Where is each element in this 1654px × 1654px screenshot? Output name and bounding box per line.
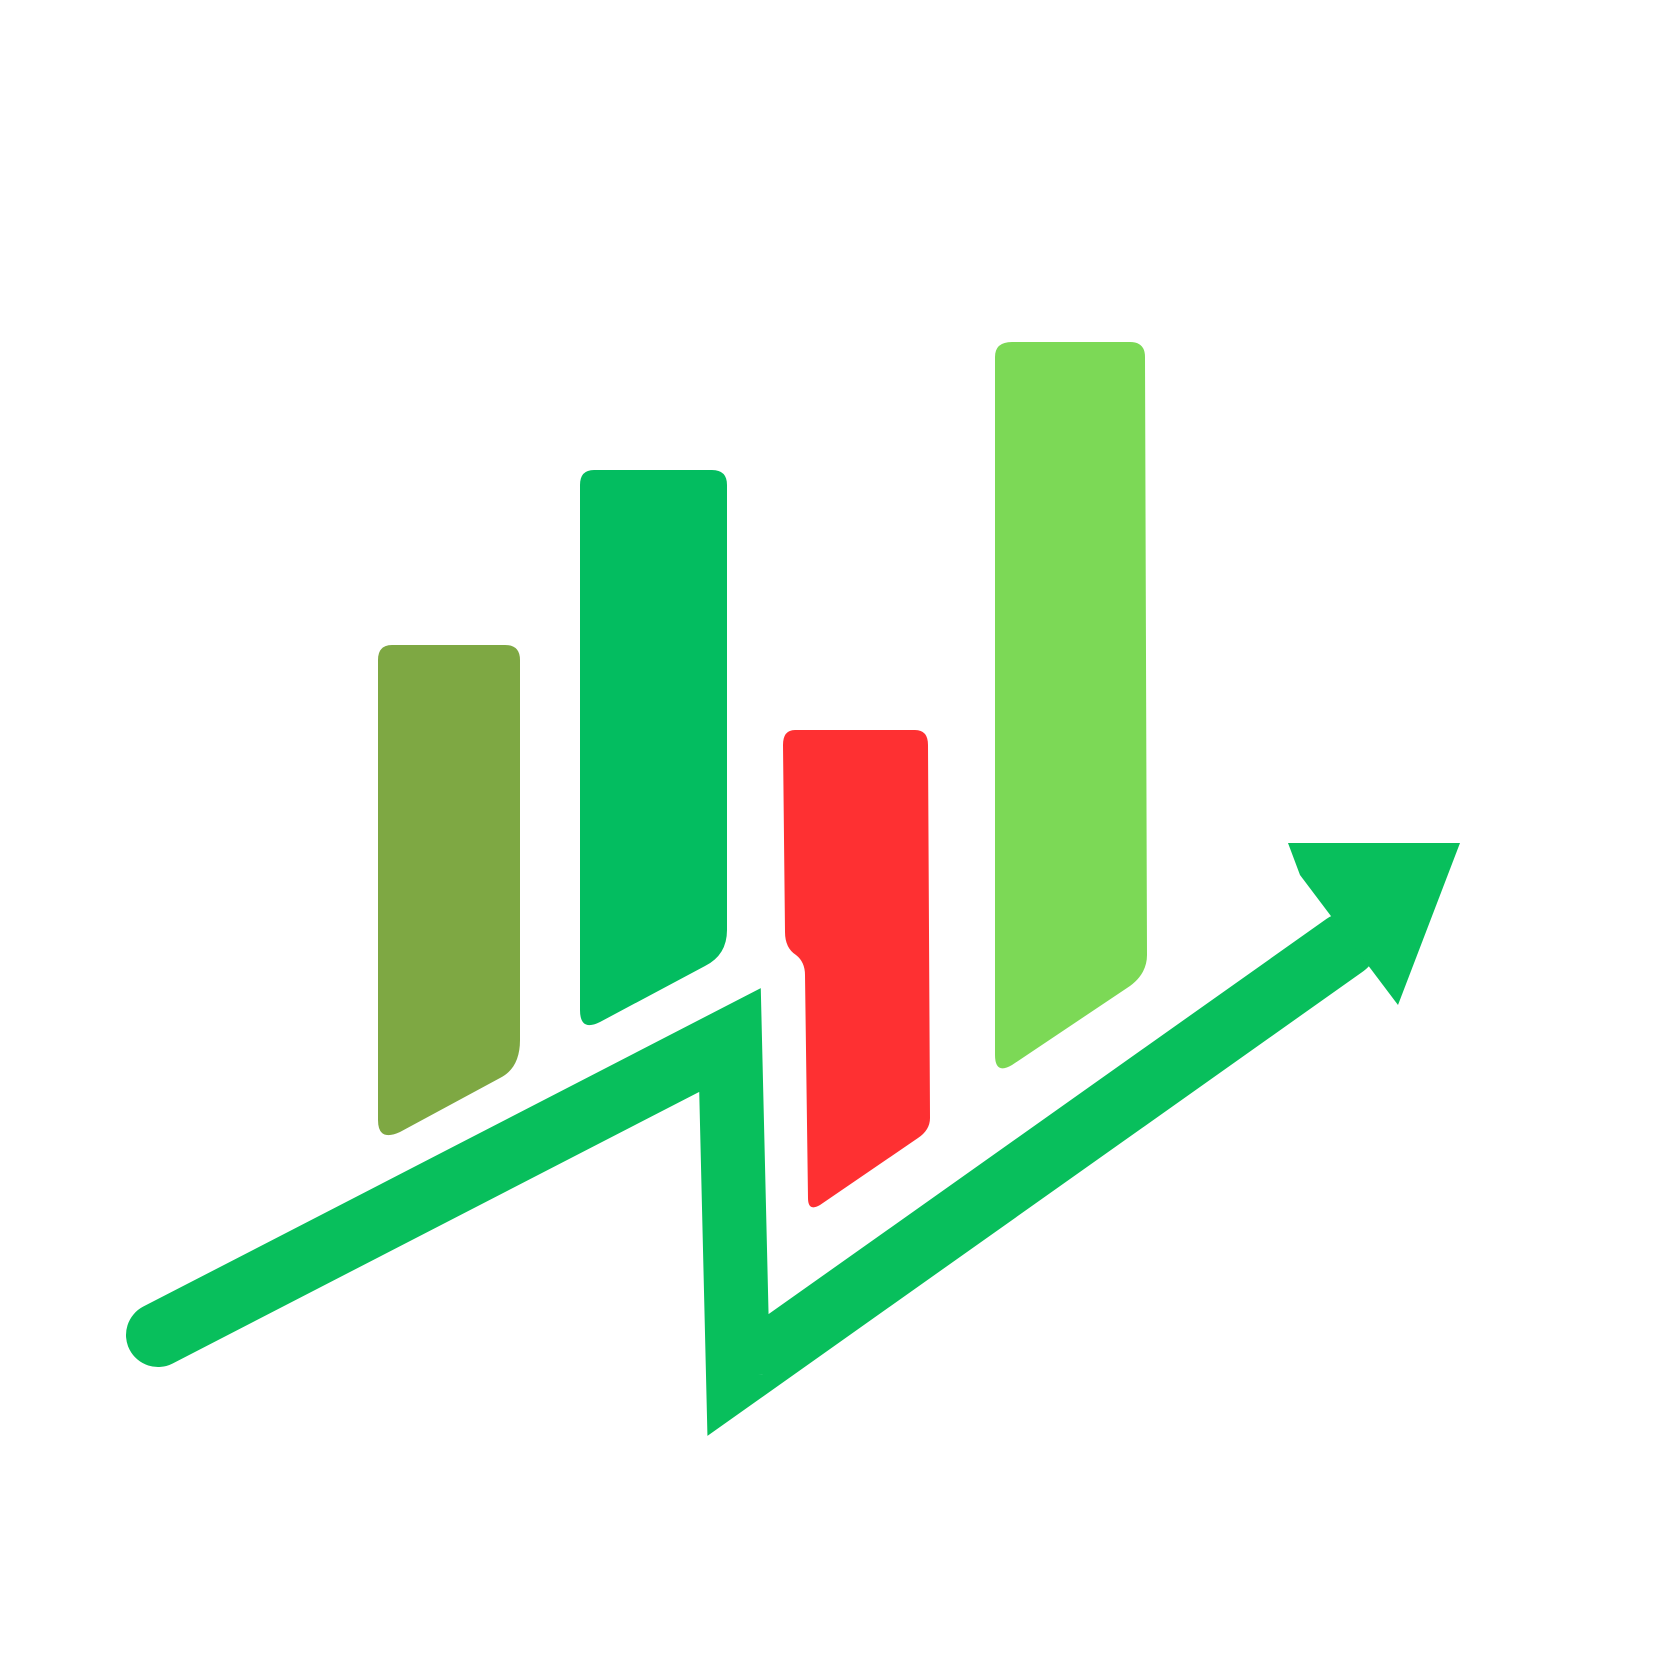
bar-2	[580, 470, 727, 1026]
bar-4	[995, 342, 1147, 1069]
arrow-head-icon	[1288, 843, 1460, 1005]
trend-arrow-icon	[126, 913, 1377, 1436]
bar-3	[783, 730, 930, 1208]
bar-1	[378, 645, 520, 1136]
